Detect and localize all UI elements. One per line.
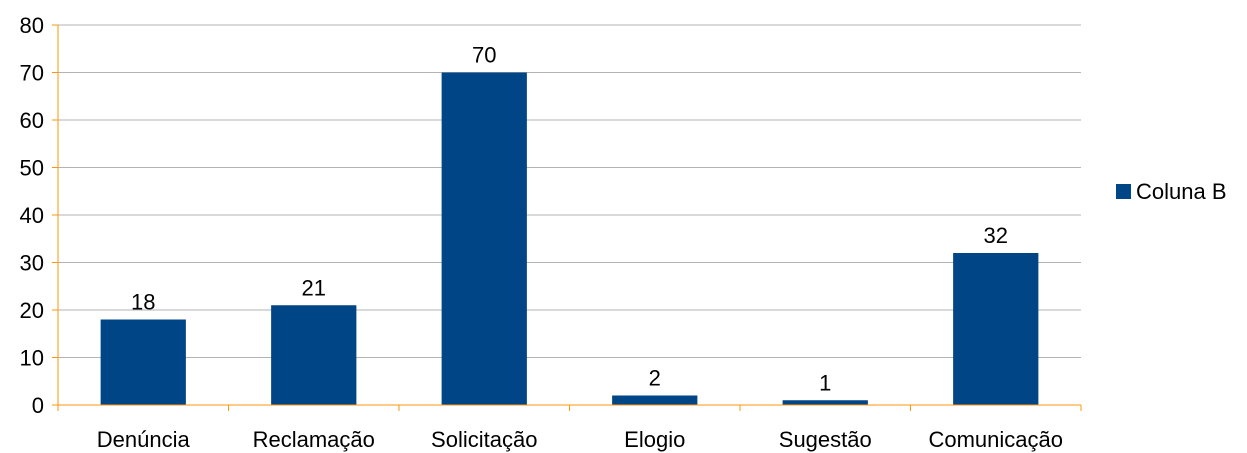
bar (953, 253, 1039, 405)
x-tick-labels: Denúncia Reclamação Solicitação Elogio Suges… (97, 427, 1063, 452)
x-tick-label: Solicitação (431, 427, 537, 452)
x-tick-label: Denúncia (97, 427, 191, 452)
legend-swatch (1116, 184, 1131, 199)
bar (271, 305, 357, 405)
data-label: 1 (819, 370, 831, 395)
bar (100, 319, 186, 405)
y-tick-labels: 0 10 20 30 40 50 60 70 80 (20, 13, 44, 418)
y-tick-label: 80 (20, 13, 44, 38)
y-tick-label: 60 (20, 108, 44, 133)
y-tick-label: 40 (20, 203, 44, 228)
legend-label: Coluna B (1136, 179, 1227, 204)
data-label: 70 (472, 43, 496, 68)
data-label: 18 (131, 290, 155, 315)
y-tick-label: 30 (20, 251, 44, 276)
x-tick-label: Comunicação (928, 427, 1063, 452)
y-tick-label: 20 (20, 298, 44, 323)
y-tick-label: 70 (20, 61, 44, 86)
x-tick-label: Reclamação (253, 427, 375, 452)
data-label: 2 (649, 366, 661, 391)
axes (52, 24, 1082, 411)
bar (441, 72, 527, 405)
bars (100, 72, 1039, 405)
y-tick-label: 10 (20, 346, 44, 371)
legend: Coluna B (1116, 179, 1227, 204)
bar (612, 395, 698, 405)
y-tick-label: 0 (32, 393, 44, 418)
y-tick-label: 50 (20, 156, 44, 181)
x-tick-label: Elogio (624, 427, 685, 452)
x-tick-label: Sugestão (779, 427, 872, 452)
bar (782, 400, 868, 405)
gridlines (58, 24, 1081, 358)
data-label: 21 (302, 275, 326, 300)
data-label: 32 (984, 223, 1008, 248)
